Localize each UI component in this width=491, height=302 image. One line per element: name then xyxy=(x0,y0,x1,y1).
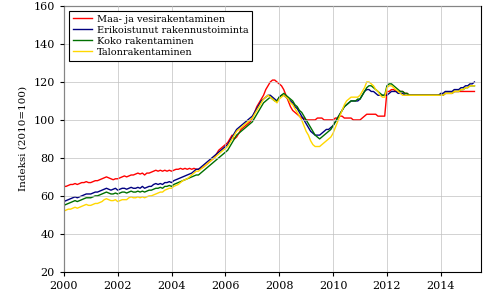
Koko rakentaminen xyxy=(471,84,477,88)
Maa- ja vesirakentaminen xyxy=(65,184,71,187)
Line: Koko rakentaminen: Koko rakentaminen xyxy=(64,84,474,205)
Koko rakentaminen xyxy=(463,86,468,89)
Koko rakentaminen xyxy=(61,204,67,207)
Talonrakentaminen xyxy=(249,116,255,120)
Erikoistunut rakennustoiminta xyxy=(61,200,67,203)
Maa- ja vesirakentaminen xyxy=(463,90,468,93)
Talonrakentaminen xyxy=(61,209,67,213)
Line: Talonrakentaminen: Talonrakentaminen xyxy=(64,82,474,211)
Talonrakentaminen xyxy=(467,84,473,88)
Maa- ja vesirakentaminen xyxy=(471,90,477,93)
Talonrakentaminen xyxy=(200,165,206,169)
Erikoistunut rakennustoiminta xyxy=(65,198,71,201)
Koko rakentaminen xyxy=(65,202,71,205)
Talonrakentaminen xyxy=(463,86,468,89)
Y-axis label: Indeksi (2010=100): Indeksi (2010=100) xyxy=(19,86,28,191)
Maa- ja vesirakentaminen xyxy=(200,165,206,169)
Erikoistunut rakennustoiminta xyxy=(220,146,226,150)
Koko rakentaminen xyxy=(386,82,392,86)
Erikoistunut rakennustoiminta xyxy=(460,86,466,89)
Erikoistunut rakennustoiminta xyxy=(471,80,477,84)
Koko rakentaminen xyxy=(200,169,206,173)
Erikoistunut rakennustoiminta xyxy=(465,84,471,88)
Maa- ja vesirakentaminen xyxy=(220,145,226,148)
Maa- ja vesirakentaminen xyxy=(61,185,67,188)
Maa- ja vesirakentaminen xyxy=(270,78,275,82)
Erikoistunut rakennustoiminta xyxy=(200,164,206,167)
Legend: Maa- ja vesirakentaminen, Erikoistunut rakennustoiminta, Koko rakentaminen, Talo: Maa- ja vesirakentaminen, Erikoistunut r… xyxy=(69,11,252,61)
Talonrakentaminen xyxy=(364,80,370,84)
Koko rakentaminen xyxy=(220,152,226,156)
Maa- ja vesirakentaminen xyxy=(249,116,255,120)
Talonrakentaminen xyxy=(220,149,226,152)
Koko rakentaminen xyxy=(249,120,255,124)
Erikoistunut rakennustoiminta xyxy=(249,114,255,118)
Line: Erikoistunut rakennustoiminta: Erikoistunut rakennustoiminta xyxy=(64,82,474,201)
Maa- ja vesirakentaminen xyxy=(467,90,473,93)
Line: Maa- ja vesirakentaminen: Maa- ja vesirakentaminen xyxy=(64,80,474,186)
Talonrakentaminen xyxy=(471,84,477,88)
Koko rakentaminen xyxy=(467,84,473,88)
Talonrakentaminen xyxy=(65,207,71,211)
